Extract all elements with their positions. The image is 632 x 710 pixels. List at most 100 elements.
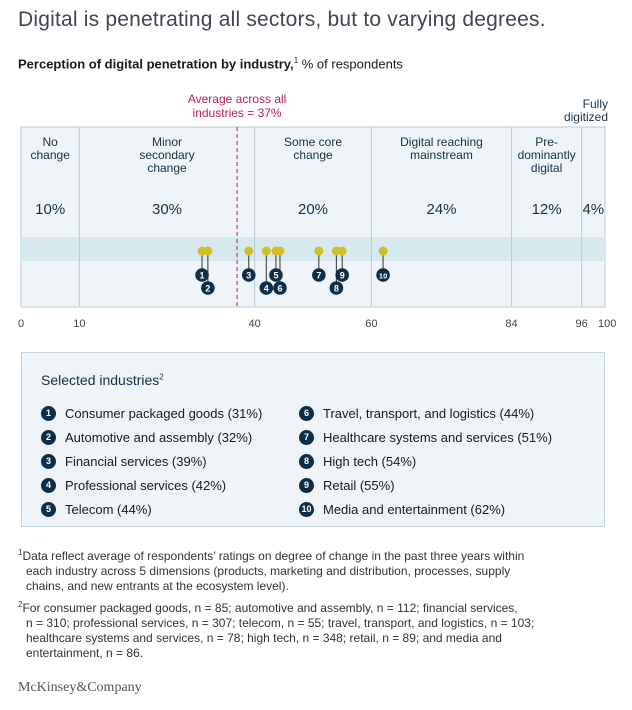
- point-marker-number: 5: [273, 270, 278, 280]
- band-label: Some core: [284, 135, 342, 149]
- footnote-1-line-1: Data reflect average of respondents’ rat…: [22, 549, 525, 563]
- point-marker-number: 8: [334, 283, 339, 293]
- subtitle-bold: Perception of digital penetration by ind…: [18, 56, 294, 72]
- legend-column-right: 6 Travel, transport, and logistics (44%) 7…: [299, 401, 552, 521]
- legend-item-label: Media and entertainment (62%): [323, 501, 506, 517]
- band-label: secondary: [139, 148, 194, 162]
- footnote-1-line-2: each industry across 5 dimensions (produ…: [26, 564, 511, 578]
- band-percentage: 12%: [532, 201, 562, 218]
- point-marker-number: 2: [205, 283, 210, 293]
- x-tick-label: 0: [18, 318, 24, 330]
- band-label: Pre-: [535, 135, 558, 149]
- legend-panel: Selected industries2 1 Consumer packaged …: [21, 352, 605, 527]
- legend-number-badge: 7: [299, 429, 314, 445]
- legend-number-badge: 5: [41, 501, 56, 517]
- highlight-strip: [21, 237, 605, 261]
- data-point: [203, 246, 213, 256]
- legend-item: 8 High tech (54%): [299, 449, 552, 473]
- data-point: [378, 246, 388, 256]
- point-marker-number: 9: [340, 270, 345, 280]
- data-point: [314, 246, 324, 256]
- x-tick-label: 40: [248, 318, 260, 330]
- legend-column-left: 1 Consumer packaged goods (31%) 2 Automotiv…: [41, 401, 262, 521]
- legend-number-badge: 9: [299, 477, 314, 493]
- legend-item-label: Travel, transport, and logistics (44%): [323, 405, 535, 421]
- legend-item-label: High tech (54%): [323, 453, 417, 469]
- band-label: change: [31, 148, 71, 162]
- band-percentage: 30%: [152, 201, 182, 218]
- point-marker: [195, 268, 209, 282]
- page-title: Digital is penetrating all sectors, but …: [18, 8, 546, 31]
- band-label: digitized: [564, 110, 608, 124]
- legend-item: 1 Consumer packaged goods (31%): [41, 401, 262, 425]
- point-marker: [312, 268, 326, 282]
- band-label: No: [43, 135, 59, 149]
- legend-item: 2 Automotive and assembly (32%): [41, 425, 262, 449]
- footnote-1: 1Data reflect average of respondents’ ra…: [18, 545, 603, 594]
- point-marker-number: 3: [246, 270, 251, 280]
- legend-number-badge: 10: [299, 501, 314, 517]
- x-tick-label: 60: [365, 318, 377, 330]
- band-label: Minor: [152, 135, 182, 149]
- subtitle-footnote-ref: 1: [293, 56, 299, 65]
- legend-title: Selected industries2: [41, 372, 164, 388]
- legend-item-label: Automotive and assembly (32%): [65, 429, 253, 445]
- band-percentage: 24%: [426, 201, 456, 218]
- legend-item: 6 Travel, transport, and logistics (44%): [299, 401, 552, 425]
- legend-item-label: Retail (55%): [323, 477, 395, 493]
- legend-item-label: Financial services (39%): [65, 453, 207, 469]
- band-percentage: 4%: [582, 201, 604, 218]
- band-label: change: [147, 161, 187, 175]
- point-marker-number: 4: [264, 283, 269, 293]
- point-marker: [241, 268, 256, 282]
- footnote-2-marker: 2: [18, 600, 23, 609]
- average-label-line-2: industries = 37%: [193, 106, 282, 120]
- x-tick-label: 96: [576, 318, 588, 330]
- legend-item-label: Healthcare systems and services (51%): [323, 429, 553, 445]
- legend-item: 10 Media and entertainment (62%): [299, 497, 552, 521]
- legend-number-badge: 8: [299, 453, 314, 469]
- point-marker: [201, 281, 215, 295]
- legend-number-badge: 6: [299, 405, 314, 421]
- point-marker: [376, 268, 390, 282]
- band-label: mainstream: [410, 148, 473, 162]
- legend-number-badge: 1: [41, 405, 56, 421]
- footnote-2-line-2: n = 310; professional services, n = 307;…: [26, 616, 535, 630]
- legend-item: 7 Healthcare systems and services (51%): [299, 425, 552, 449]
- footnote-1-line-3: chains, and new entrants at the ecosyste…: [26, 579, 289, 593]
- point-marker: [335, 268, 350, 282]
- data-point: [275, 246, 285, 256]
- legend-number-badge: 4: [41, 477, 56, 493]
- band-label: Fully: [583, 97, 608, 111]
- legend-item-label: Telecom (44%): [65, 501, 152, 517]
- point-marker-number: 1: [200, 270, 205, 280]
- legend-title-footnote-ref: 2: [159, 372, 164, 382]
- footnote-2-line-3: healthcare systems and services, n = 78;…: [26, 631, 502, 645]
- legend-title-text: Selected industries: [41, 372, 160, 388]
- footnote-2: 2For consumer packaged goods, n = 85; au…: [18, 597, 603, 661]
- point-marker: [259, 281, 274, 295]
- point-marker: [329, 281, 344, 295]
- legend-item-label: Consumer packaged goods (31%): [65, 405, 263, 421]
- x-tick-label: 84: [505, 318, 517, 330]
- legend-number-badge: 3: [41, 453, 56, 469]
- legend-item: 4 Professional services (42%): [41, 473, 262, 497]
- point-marker-number: 10: [379, 271, 387, 280]
- point-marker: [269, 268, 283, 282]
- x-tick-label: 10: [73, 318, 85, 330]
- point-marker-number: 7: [316, 270, 321, 280]
- legend-number-badge: 2: [41, 429, 56, 445]
- x-tick-label: 100: [598, 318, 616, 330]
- band-label: Digital reaching: [400, 135, 483, 149]
- band-percentage: 10%: [35, 201, 65, 218]
- footnote-2-line-1: For consumer packaged goods, n = 85; aut…: [22, 601, 518, 615]
- point-marker: [273, 281, 287, 295]
- band-label: digital: [531, 161, 562, 175]
- legend-item-label: Professional services (42%): [65, 477, 227, 493]
- data-point: [261, 246, 271, 256]
- chart-subtitle: Perception of digital penetration by ind…: [18, 56, 403, 71]
- footnote-1-marker: 1: [18, 548, 23, 557]
- band-label: dominantly: [518, 148, 576, 162]
- band-label: change: [293, 148, 333, 162]
